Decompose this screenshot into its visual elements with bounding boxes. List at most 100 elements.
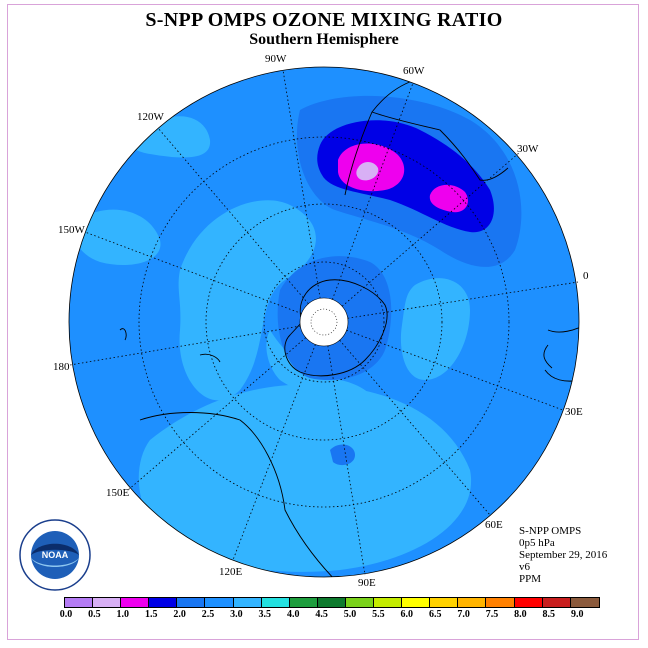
field-2.0-spot [330, 444, 355, 466]
meridian-60e [323, 321, 491, 516]
figure-frame [7, 4, 639, 640]
colorbar-tick-label: 1.0 [116, 609, 130, 620]
colorbar-swatch-5 [205, 598, 234, 607]
colorbar-swatch-14 [458, 598, 487, 607]
meridian-120w [157, 127, 325, 323]
meridian-60w [323, 82, 414, 323]
lon-label-180: 180 [53, 361, 70, 373]
field-3.0-east [400, 278, 470, 380]
colorbar-tick-label: 5.0 [343, 609, 357, 620]
logo-text: NOAA [42, 550, 69, 560]
lon-label-150e: 150E [106, 487, 130, 499]
map-title: S-NPP OMPS OZONE MIXING RATIO [145, 9, 503, 31]
colorbar-tick-label: 7.5 [485, 609, 499, 620]
colorbar-swatch-0 [65, 598, 94, 607]
logo-disk [31, 531, 79, 579]
lon-label-60w: 60W [403, 65, 425, 77]
noaa-logo: NOAA [19, 519, 91, 591]
colorbar-tick-label: 2.5 [201, 609, 215, 620]
colorbar-swatch-15 [486, 598, 515, 607]
map-border [68, 66, 580, 578]
south-america-coast-west [344, 79, 416, 196]
colorbar-tick-label: 0.5 [88, 609, 101, 620]
info-date: September 29, 2016 [519, 549, 608, 561]
info-units: PPM [519, 573, 542, 585]
meridian-90w [282, 69, 325, 323]
meridian-90e [323, 321, 366, 576]
colorbar-tick-label: 2.0 [173, 609, 186, 620]
info-version: v6 [519, 561, 530, 573]
colorbar-tick-label: 5.5 [372, 609, 385, 620]
info-instrument: S-NPP OMPS [519, 525, 582, 537]
meridian-180 [69, 321, 325, 366]
colorbar-tick-label: 3.5 [258, 609, 272, 620]
colorbar [64, 597, 600, 608]
colorbar-swatch-10 [345, 598, 375, 607]
lon-label-120e: 120E [219, 566, 243, 578]
field-3.0-south [138, 384, 472, 572]
colorbar-tick-label: 0.0 [59, 609, 73, 620]
meridian-30e [323, 321, 564, 411]
colorbar-swatch-12 [402, 598, 431, 607]
meridian-150e [127, 321, 325, 491]
colorbar-ticks: 0.0 0.5 1.0 1.5 2.0 2.5 3.0 3.5 4.0 4.5 5.0 5.5 6.0 6… [0, 609, 648, 623]
field-3.0-center [178, 200, 316, 401]
ozone-field [69, 67, 579, 577]
logo-bird-icon [31, 543, 79, 555]
meridian-30w [323, 151, 521, 323]
colorbar-swatch-16 [514, 598, 543, 607]
colorbar-swatch-7 [261, 598, 290, 607]
colorbar-swatch-6 [233, 598, 262, 607]
colorbar-swatch-3 [149, 598, 178, 607]
map-subtitle: Southern Hemisphere [249, 31, 399, 48]
info-block: S-NPP OMPS 0p5 hPa September 29, 2016 v6… [519, 525, 607, 585]
lon-label-0: 0 [583, 270, 589, 282]
lon-label-90e: 90E [358, 577, 376, 589]
colorbar-tick-label: 6.5 [428, 609, 442, 620]
colorbar-tick-label: 8.5 [542, 609, 556, 620]
colorbar-swatch-4 [177, 598, 206, 607]
colorbar-swatch-17 [542, 598, 571, 607]
colorbar-swatch-9 [317, 598, 346, 607]
coastlines [119, 79, 579, 577]
colorbar-tick-label: 6.0 [400, 609, 414, 620]
lon-label-60e: 60E [485, 519, 503, 531]
lat-circle-60 [205, 203, 443, 441]
colorbar-swatch-8 [289, 598, 318, 607]
colorbar-tick-label: 1.5 [144, 609, 158, 620]
field-1.0-b [429, 184, 468, 213]
meridian-150w [84, 231, 325, 323]
meridian-0 [323, 281, 579, 323]
colorbar-tick-label: 4.5 [315, 609, 328, 620]
lon-label-30w: 30W [517, 143, 539, 155]
info-level: 0p5 hPa [519, 537, 555, 549]
field-3.0-ring [266, 330, 371, 401]
islands [119, 328, 221, 363]
colorbar-swatch-2 [121, 598, 150, 607]
colorbar-swatch-11 [374, 598, 403, 607]
colorbar-tick-label: 8.0 [514, 609, 527, 620]
field-0.5 [356, 162, 379, 181]
lat-circle-75 [263, 261, 385, 383]
colorbar-tick-label: 4.0 [286, 609, 300, 620]
lon-label-90w: 90W [265, 53, 287, 65]
south-america-coast-east [371, 111, 509, 181]
australia-coast [139, 412, 341, 577]
lat-circle-45 [138, 136, 510, 508]
lon-label-30e: 30E [565, 406, 583, 418]
field-3.0-w [75, 209, 161, 266]
colorbar-tick-label: 7.0 [457, 609, 470, 620]
meridian-120e [232, 321, 325, 561]
longitude-labels: 90W 60W 30W 0 30E 60E 90E 120E 150E 180 … [53, 53, 589, 589]
colorbar-tick-label: 3.0 [230, 609, 243, 620]
graticule [69, 69, 579, 576]
polar-no-data [299, 297, 349, 347]
colorbar-swatch-1 [93, 598, 122, 607]
colorbar-tick-label: 9.0 [570, 609, 584, 620]
polar-inner-circle [310, 308, 338, 336]
antarctica-coast [284, 279, 388, 377]
colorbar-swatch-13 [430, 598, 459, 607]
lon-label-120w: 120W [137, 111, 165, 123]
lon-label-150w: 150W [58, 224, 86, 236]
